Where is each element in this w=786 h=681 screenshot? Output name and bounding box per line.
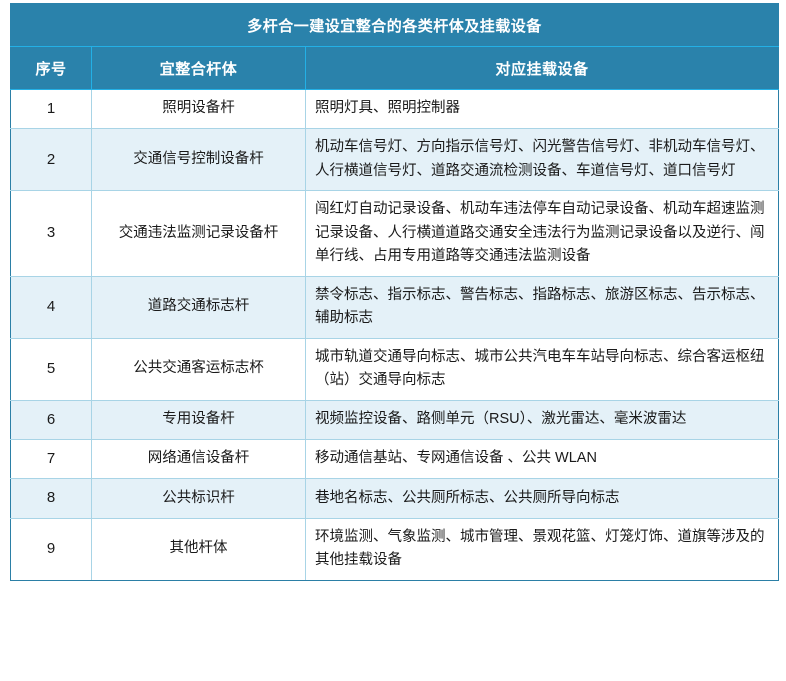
cell-pole-type: 其他杆体 [91,517,306,581]
table-row: 3 交通违法监测记录设备杆 闯红灯自动记录设备、机动车违法停车自动记录设备、机动车超… [10,190,779,277]
cell-mounted-equipment: 禁令标志、指示标志、警告标志、指路标志、旅游区标志、告示标志、辅助标志 [305,275,779,339]
cell-pole-type: 道路交通标志杆 [91,275,306,339]
table-row: 5 公共交通客运标志杯 城市轨道交通导向标志、城市公共汽电车车站导向标志、综合客运枢… [10,337,779,401]
cell-index: 1 [10,88,92,130]
cell-index: 6 [10,399,92,440]
pole-equipment-table: 多杆合一建设宜整合的各类杆体及挂载设备 序号 宜整合杆体 对应挂载设备 1 照明设… [10,3,779,581]
table-row: 6 专用设备杆 视频监控设备、路侧单元（RSU）、激光雷达、毫米波雷达 [10,399,779,440]
cell-mounted-equipment: 城市轨道交通导向标志、城市公共汽电车车站导向标志、综合客运枢纽（站）交通导向标志 [305,337,779,401]
table-column-header-row: 序号 宜整合杆体 对应挂载设备 [10,46,779,90]
cell-index: 9 [10,517,92,581]
table-row: 4 道路交通标志杆 禁令标志、指示标志、警告标志、指路标志、旅游区标志、告示标志、辅… [10,275,779,339]
pole-table-container: 多杆合一建设宜整合的各类杆体及挂载设备 序号 宜整合杆体 对应挂载设备 1 照明设… [10,3,779,581]
column-header-index: 序号 [10,46,92,90]
table-row: 7 网络通信设备杆 移动通信基站、专网通信设备 、公共 WLAN [10,438,779,480]
cell-pole-type: 网络通信设备杆 [91,438,306,480]
cell-pole-type: 专用设备杆 [91,399,306,440]
column-header-pole: 宜整合杆体 [91,46,306,90]
cell-pole-type: 照明设备杆 [91,88,306,130]
table-row: 1 照明设备杆 照明灯具、照明控制器 [10,88,779,130]
cell-index: 7 [10,438,92,480]
table-title: 多杆合一建设宜整合的各类杆体及挂载设备 [10,3,779,47]
cell-index: 8 [10,478,92,519]
cell-mounted-equipment: 机动车信号灯、方向指示信号灯、闪光警告信号灯、非机动车信号灯、人行横道信号灯、道… [305,128,779,192]
cell-pole-type: 公共交通客运标志杯 [91,337,306,401]
cell-mounted-equipment: 闯红灯自动记录设备、机动车违法停车自动记录设备、机动车超速监测记录设备、人行横道… [305,190,779,277]
cell-pole-type: 交通信号控制设备杆 [91,128,306,192]
table-row: 9 其他杆体 环境监测、气象监测、城市管理、景观花篮、灯笼灯饰、道旗等涉及的其他挂载… [10,517,779,581]
cell-index: 5 [10,337,92,401]
cell-pole-type: 公共标识杆 [91,478,306,519]
table-row: 2 交通信号控制设备杆 机动车信号灯、方向指示信号灯、闪光警告信号灯、非机动车信号灯… [10,128,779,192]
cell-mounted-equipment: 移动通信基站、专网通信设备 、公共 WLAN [305,438,779,480]
table-header: 多杆合一建设宜整合的各类杆体及挂载设备 序号 宜整合杆体 对应挂载设备 [10,3,779,90]
table-row: 8 公共标识杆 巷地名标志、公共厕所标志、公共厕所导向标志 [10,478,779,519]
cell-pole-type: 交通违法监测记录设备杆 [91,190,306,277]
cell-index: 4 [10,275,92,339]
column-header-equipment: 对应挂载设备 [305,46,779,90]
cell-mounted-equipment: 环境监测、气象监测、城市管理、景观花篮、灯笼灯饰、道旗等涉及的其他挂载设备 [305,517,779,581]
table-title-row: 多杆合一建设宜整合的各类杆体及挂载设备 [10,3,779,47]
table-body: 1 照明设备杆 照明灯具、照明控制器 2 交通信号控制设备杆 机动车信号灯、方向指示信号灯… [10,88,779,581]
cell-index: 2 [10,128,92,192]
cell-mounted-equipment: 照明灯具、照明控制器 [305,88,779,130]
cell-mounted-equipment: 视频监控设备、路侧单元（RSU）、激光雷达、毫米波雷达 [305,399,779,440]
cell-index: 3 [10,190,92,277]
cell-mounted-equipment: 巷地名标志、公共厕所标志、公共厕所导向标志 [305,478,779,519]
